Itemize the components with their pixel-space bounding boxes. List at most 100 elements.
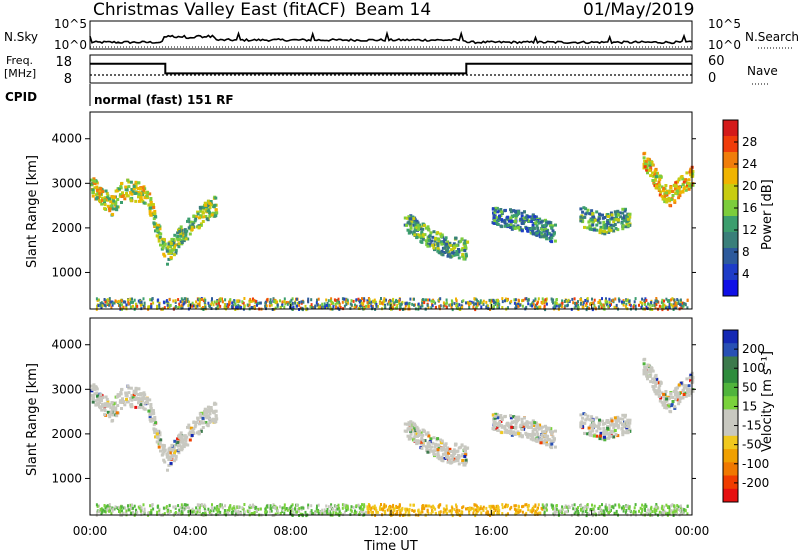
- nsky-trace: [89, 30, 693, 45]
- power-cell: [207, 199, 211, 203]
- velocity-cell: [579, 421, 583, 425]
- velocity-cell: [676, 507, 679, 511]
- velocity-cell: [150, 412, 154, 416]
- power-cell: [689, 185, 693, 189]
- velocity-cell: [586, 414, 590, 418]
- velocity-cell: [112, 402, 116, 406]
- velocity-cell: [130, 394, 134, 397]
- velocity-cell: [597, 507, 600, 510]
- power-cell: [310, 303, 313, 307]
- velocity-cell: [654, 381, 658, 385]
- velocity-cell: [345, 508, 348, 512]
- velocity-cell: [621, 417, 625, 421]
- velocity-cell: [148, 415, 152, 419]
- velocity-cell: [610, 419, 614, 423]
- velocity-cell: [292, 511, 295, 515]
- velocity-cell: [300, 506, 303, 510]
- power-cell: [501, 300, 504, 304]
- power-cell: [184, 233, 188, 237]
- velocity-cell: [225, 511, 228, 515]
- power-cell: [122, 300, 125, 304]
- power-cell: [140, 300, 143, 304]
- power-cell: [598, 221, 602, 225]
- velocity-cell: [126, 400, 130, 404]
- velocity-cell: [504, 505, 506, 509]
- colorbar-swatch: [723, 184, 738, 201]
- power-cell: [628, 215, 632, 219]
- power-cell: [464, 247, 468, 251]
- velocity-cell: [329, 511, 332, 515]
- velocity-cell: [361, 503, 363, 507]
- velocity-cell: [524, 503, 527, 507]
- velocity-cell: [606, 509, 609, 513]
- power-cell: [170, 248, 174, 252]
- velocity-cell: [593, 510, 596, 514]
- power-cell: [665, 306, 667, 310]
- power-cell: [444, 244, 448, 248]
- power-cell: [214, 196, 218, 200]
- velocity-cell: [358, 506, 361, 510]
- velocity-cell: [203, 507, 206, 511]
- power-cell: [526, 215, 530, 219]
- power-cell: [663, 200, 667, 204]
- velocity-cell: [612, 426, 616, 430]
- power-cell: [689, 173, 693, 177]
- power-cell: [561, 305, 563, 308]
- velocity-cell: [609, 417, 613, 421]
- power-cell: [457, 240, 461, 244]
- velocity-cell: [455, 450, 459, 454]
- power-cell: [624, 214, 628, 218]
- power-cell: [537, 232, 541, 236]
- velocity-cell: [425, 449, 429, 453]
- power-cell: [439, 304, 442, 308]
- power-cell: [194, 304, 197, 308]
- power-cell: [251, 299, 254, 303]
- velocity-cell: [119, 507, 122, 511]
- power-cell: [607, 215, 610, 218]
- velocity-cell: [492, 427, 496, 431]
- power-cell: [150, 302, 153, 306]
- power-cell: [660, 194, 664, 198]
- power-cell: [466, 240, 470, 244]
- power-cell: [334, 298, 337, 302]
- velocity-cell: [353, 512, 356, 516]
- velocity-cell: [184, 503, 187, 507]
- nsearch-tick-top: 10^5: [708, 17, 741, 31]
- power-cell: [170, 237, 174, 241]
- power-cell: [588, 306, 591, 310]
- velocity-cell: [431, 505, 434, 509]
- velocity-cell: [177, 448, 181, 452]
- velocity-cell: [442, 510, 445, 514]
- power-cell: [146, 191, 150, 195]
- velocity-cell: [689, 391, 693, 395]
- velocity-cell: [525, 424, 528, 428]
- velocity-cell: [417, 434, 420, 437]
- power-cell: [212, 211, 215, 215]
- power-cell: [120, 182, 123, 186]
- nsky-tick-bottom: 10^0: [54, 38, 87, 52]
- x-tick-label: 20:00: [574, 524, 609, 538]
- power-cell: [181, 300, 184, 304]
- power-cell: [535, 224, 539, 228]
- velocity-cell: [156, 504, 159, 508]
- velocity-cell: [93, 392, 97, 396]
- velocity-cell: [523, 416, 526, 420]
- velocity-cell: [448, 458, 452, 462]
- power-cell: [156, 298, 159, 302]
- velocity-cell: [445, 511, 448, 515]
- power-cell: [421, 233, 425, 237]
- power-cell: [597, 301, 600, 304]
- velocity-cell: [139, 400, 143, 403]
- velocity-cell: [501, 503, 504, 507]
- velocity-cell: [309, 511, 312, 514]
- power-cell: [488, 298, 491, 302]
- velocity-cell: [248, 505, 251, 509]
- power-cell: [360, 301, 363, 305]
- power-cell: [328, 303, 330, 307]
- power-cell: [162, 252, 166, 256]
- velocity-cell: [600, 511, 603, 515]
- velocity-cell: [663, 509, 666, 513]
- velocity-cell: [501, 506, 504, 510]
- power-cell: [156, 306, 158, 310]
